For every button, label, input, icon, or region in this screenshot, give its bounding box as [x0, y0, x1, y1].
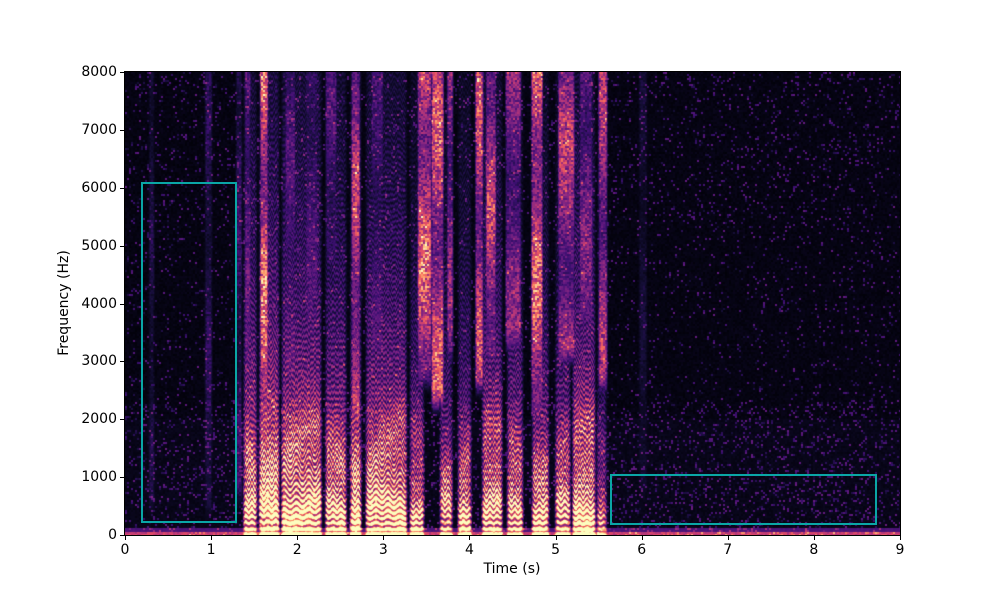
y-tick-mark: [120, 129, 124, 131]
y-axis-label: Frequency (Hz): [56, 250, 72, 356]
x-tick-label: 0: [120, 542, 130, 558]
y-tick-mark: [120, 303, 124, 305]
y-tick-mark: [120, 419, 124, 421]
y-tick-label: 1000: [81, 469, 117, 486]
x-tick-mark: [727, 536, 729, 540]
x-tick-label: 6: [637, 542, 647, 558]
x-tick-label: 3: [378, 542, 388, 558]
y-tick-mark: [120, 535, 124, 536]
annotation-rect-2: [609, 474, 877, 526]
y-tick-mark: [120, 187, 124, 189]
x-tick-label: 1: [206, 542, 216, 558]
x-tick-mark: [297, 536, 299, 540]
x-tick-mark: [383, 536, 385, 540]
x-tick-label: 2: [292, 542, 302, 558]
y-tick-mark: [120, 72, 124, 73]
x-tick-mark: [641, 536, 643, 540]
annotation-rect-1: [141, 181, 237, 524]
x-tick-mark: [813, 536, 815, 540]
x-tick-mark: [469, 536, 471, 540]
y-tick-label: 3000: [81, 353, 117, 370]
y-tick-label: 4000: [81, 295, 117, 312]
y-tick-label: 8000: [81, 64, 117, 80]
x-tick-label: 7: [723, 542, 733, 558]
x-tick-mark: [900, 536, 901, 540]
y-tick-label: 2000: [81, 411, 117, 428]
x-tick-label: 8: [809, 542, 819, 558]
y-tick-label: 5000: [81, 237, 117, 254]
y-tick-mark: [120, 245, 124, 247]
y-tick-label: 0: [108, 527, 117, 543]
y-tick-label: 7000: [81, 121, 117, 138]
y-tick-label: 6000: [81, 179, 117, 196]
spectrogram-image: [125, 72, 900, 535]
x-tick-label: 9: [895, 542, 905, 558]
x-tick-label: 4: [464, 542, 474, 558]
x-tick-mark: [125, 536, 126, 540]
y-tick-mark: [120, 361, 124, 363]
x-tick-mark: [211, 536, 213, 540]
x-tick-mark: [555, 536, 557, 540]
plot-area: [124, 71, 901, 536]
x-tick-label: 5: [551, 542, 561, 558]
y-tick-mark: [120, 477, 124, 479]
x-axis-label: Time (s): [483, 561, 541, 577]
